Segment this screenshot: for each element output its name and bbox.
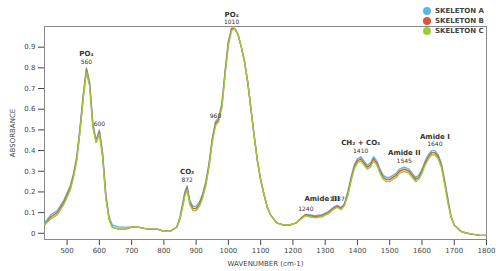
svg-text:PO₄: PO₄ <box>225 11 239 19</box>
svg-text:1410: 1410 <box>353 147 368 154</box>
svg-text:600: 600 <box>93 247 106 255</box>
svg-text:1200: 1200 <box>284 247 302 255</box>
svg-text:0.9: 0.9 <box>24 43 35 51</box>
svg-text:Amide II: Amide II <box>388 149 421 157</box>
svg-text:960: 960 <box>210 112 222 119</box>
svg-text:500: 500 <box>60 247 73 255</box>
svg-text:1100: 1100 <box>252 247 270 255</box>
svg-text:1240: 1240 <box>298 205 313 212</box>
svg-text:Amide I: Amide I <box>420 133 450 141</box>
svg-text:1545: 1545 <box>397 157 412 164</box>
svg-text:ABSORBANCE: ABSORBANCE <box>9 109 17 157</box>
svg-text:0.4: 0.4 <box>24 147 36 155</box>
svg-text:0.6: 0.6 <box>24 105 36 113</box>
svg-text:0.5: 0.5 <box>24 126 35 134</box>
svg-text:600: 600 <box>94 120 106 127</box>
html-text:SKELETON B: SKELETON B <box>435 17 484 25</box>
svg-text:1300: 1300 <box>316 247 334 255</box>
svg-text:0.8: 0.8 <box>24 64 35 72</box>
svg-text:1010: 1010 <box>224 18 239 25</box>
svg-text:0: 0 <box>31 230 35 238</box>
svg-text:PO₄: PO₄ <box>79 50 93 58</box>
svg-text:872: 872 <box>181 176 193 183</box>
svg-text:1500: 1500 <box>381 247 399 255</box>
svg-text:CO₃: CO₃ <box>180 168 194 176</box>
svg-text:1000: 1000 <box>219 247 237 255</box>
svg-text:1640: 1640 <box>427 140 442 147</box>
svg-text:1600: 1600 <box>413 247 431 255</box>
svg-text:CH₂ + CO₃: CH₂ + CO₃ <box>341 139 380 147</box>
svg-text:1800: 1800 <box>478 247 496 255</box>
svg-text:1400: 1400 <box>349 247 367 255</box>
svg-text:0.2: 0.2 <box>24 188 35 196</box>
svg-text:560: 560 <box>81 58 93 65</box>
svg-text:800: 800 <box>157 247 170 255</box>
svg-text:Amide III: Amide III <box>304 195 339 203</box>
svg-text:1700: 1700 <box>445 247 463 255</box>
svg-text:900: 900 <box>189 247 202 255</box>
svg-text:WAVENUMBER (cm-1): WAVENUMBER (cm-1) <box>228 260 304 268</box>
svg-text:700: 700 <box>125 247 138 255</box>
html-text:SKELETON C: SKELETON C <box>435 27 484 35</box>
svg-text:0.7: 0.7 <box>24 85 35 93</box>
html-text:SKELETON A: SKELETON A <box>435 7 484 15</box>
svg-text:0.1: 0.1 <box>24 209 35 217</box>
svg-text:0.3: 0.3 <box>24 167 35 175</box>
